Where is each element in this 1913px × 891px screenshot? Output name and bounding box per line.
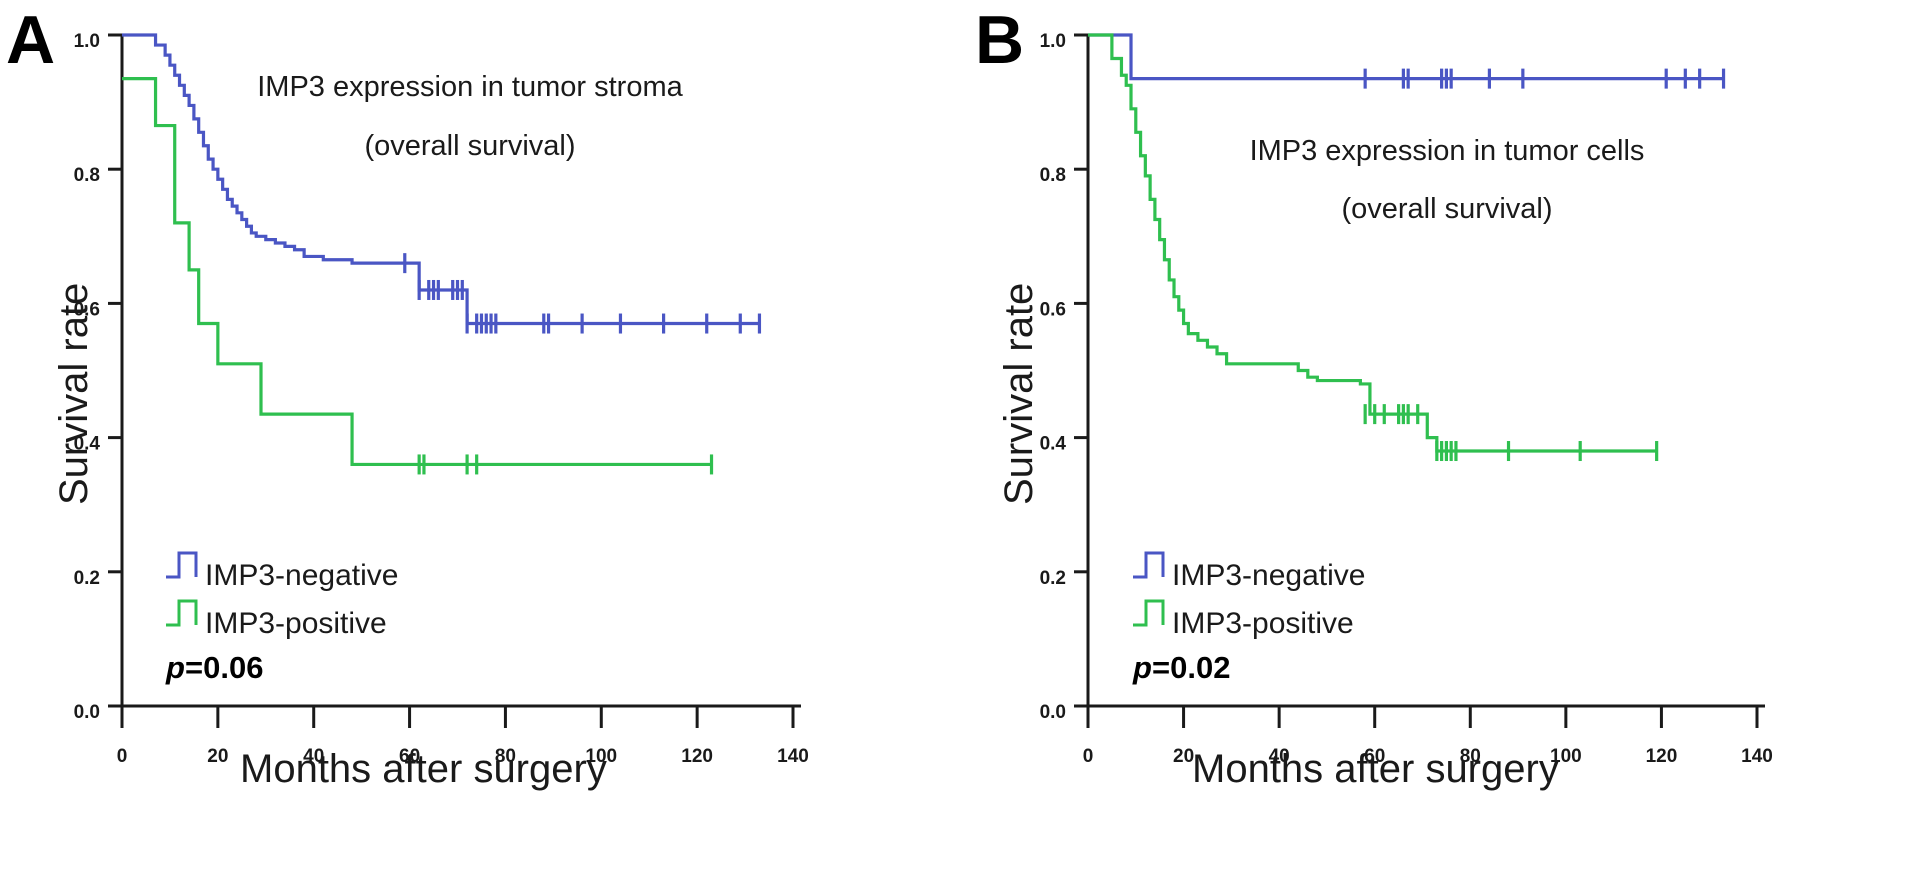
- legend-step-glyph: [166, 599, 198, 627]
- p-value-text: =0.02: [1152, 650, 1230, 685]
- y-tick-label: 0.0: [74, 702, 100, 723]
- legend-label: IMP3-negative: [205, 559, 398, 592]
- plot-title-line2: (overall survival): [1341, 193, 1552, 225]
- p-value-symbol: p: [1132, 650, 1152, 685]
- p-value-text: =0.06: [185, 650, 263, 685]
- legend-step-glyph: [1133, 599, 1165, 627]
- legend-step-glyph: [166, 551, 198, 579]
- x-tick-label: 40: [303, 746, 324, 767]
- panel-b-x-axis-title: Months after surgery: [1192, 747, 1559, 791]
- plot-title-line1: IMP3 expression in tumor stroma: [257, 71, 683, 103]
- y-tick-label: 0.2: [1040, 568, 1066, 589]
- survival-curve-negative: [122, 33, 760, 326]
- x-tick-label: 140: [1741, 746, 1773, 767]
- x-tick-label: 60: [399, 746, 420, 767]
- legend-label: IMP3-positive: [205, 607, 387, 640]
- p-value-symbol: p: [165, 650, 185, 685]
- x-tick-label: 140: [777, 746, 809, 767]
- panel-a-plot: 0.0 0.2 0.4 0.6 0.8 1.0 0 20 40 60 80 100 120 140 IMP3…: [74, 31, 809, 767]
- x-tick-label: 120: [1646, 746, 1678, 767]
- x-tick-label: 100: [585, 746, 617, 767]
- x-tick-label: 0: [1083, 746, 1094, 767]
- x-tick-label: 20: [207, 746, 228, 767]
- y-tick-label: 0.6: [1040, 299, 1066, 320]
- y-tick-label: 0.2: [74, 568, 100, 589]
- plot-title-line1: IMP3 expression in tumor cells: [1250, 135, 1645, 167]
- legend-label: IMP3-positive: [1172, 607, 1354, 640]
- legend-label: IMP3-negative: [1172, 559, 1365, 592]
- x-tick-label: 100: [1550, 746, 1582, 767]
- x-tick-label: 40: [1269, 746, 1290, 767]
- x-tick-label: 80: [495, 746, 516, 767]
- plot-title-line2: (overall survival): [364, 130, 575, 162]
- panel-a-x-axis-title: Months after surgery: [240, 747, 607, 791]
- y-tick-label: 0.8: [74, 165, 100, 186]
- x-tick-label: 20: [1173, 746, 1194, 767]
- y-tick-label: 0.6: [74, 299, 100, 320]
- x-tick-label: 0: [117, 746, 128, 767]
- panel-b-plot: 0.0 0.2 0.4 0.6 0.8 1.0 0 20 40 60 80 100 120 140 IMP3…: [1040, 31, 1773, 767]
- legend-step-glyph: [1133, 551, 1165, 579]
- panel-a-letter: A: [6, 2, 55, 78]
- y-tick-label: 0.8: [1040, 165, 1066, 186]
- x-tick-label: 120: [681, 746, 713, 767]
- y-tick-label: 1.0: [74, 31, 100, 52]
- y-tick-label: 0.4: [74, 434, 101, 455]
- y-tick-label: 0.0: [1040, 702, 1066, 723]
- panel-b: B Survival rate Months after surgery 0.0…: [957, 0, 1913, 891]
- survival-curve-positive: [122, 77, 712, 467]
- x-tick-label: 60: [1364, 746, 1385, 767]
- survival-curve-positive: [1088, 33, 1657, 453]
- y-tick-label: 1.0: [1040, 31, 1066, 52]
- x-tick-label: 80: [1460, 746, 1481, 767]
- panel-a: A Survival rate Months after surgery 0.0…: [0, 0, 956, 891]
- survival-curve-negative: [1088, 33, 1724, 81]
- panel-b-letter: B: [975, 2, 1024, 78]
- y-tick-label: 0.4: [1040, 434, 1067, 455]
